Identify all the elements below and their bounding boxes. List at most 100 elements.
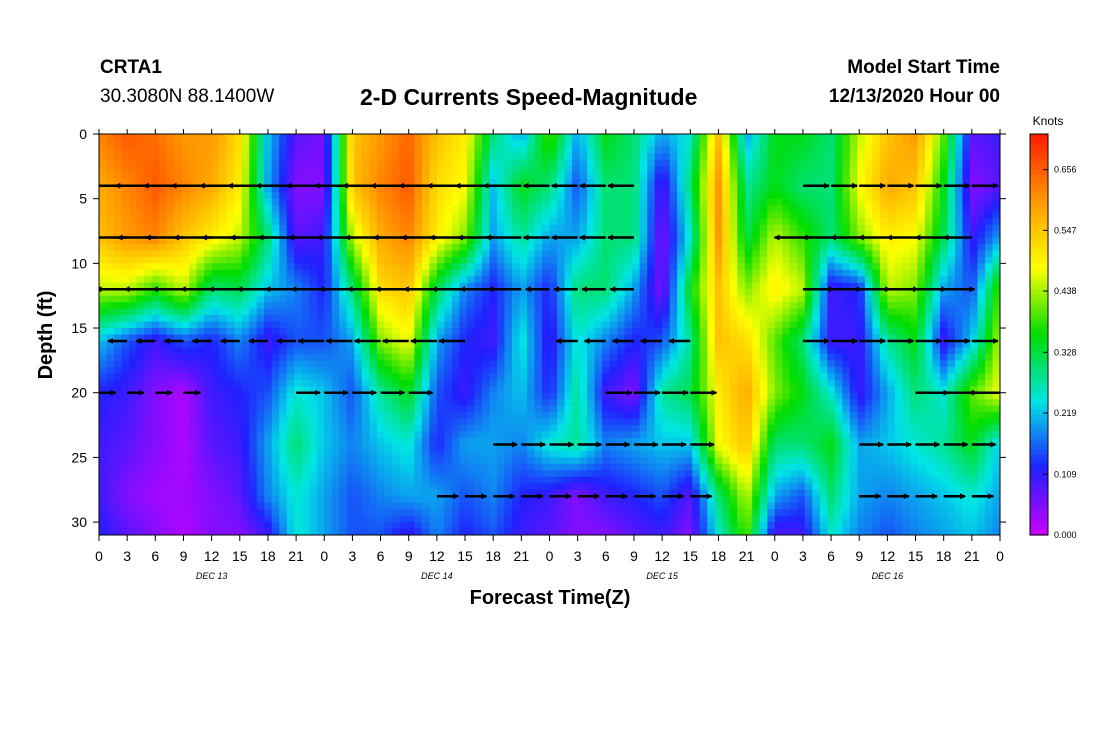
heatmap-cell <box>361 224 370 232</box>
heatmap-cell <box>316 153 325 161</box>
heatmap-cell <box>399 198 408 206</box>
heatmap-cell <box>932 146 941 155</box>
heatmap-cell <box>181 302 190 310</box>
heatmap-cell <box>414 334 423 342</box>
heatmap-cell <box>294 211 303 219</box>
heatmap-cell <box>602 256 611 264</box>
heatmap-cell <box>219 392 228 400</box>
heatmap-cell <box>977 153 986 161</box>
heatmap-cell <box>174 340 183 349</box>
heatmap-cell <box>369 366 378 374</box>
heatmap-cell <box>399 192 408 200</box>
heatmap-cell <box>354 392 363 400</box>
heatmap-cell <box>894 347 903 355</box>
heatmap-cell <box>106 353 115 361</box>
heatmap-cell <box>151 315 160 323</box>
heatmap-cell <box>849 276 858 284</box>
heatmap-cell <box>519 366 528 374</box>
heatmap-cell <box>249 379 258 387</box>
heatmap-cell <box>316 373 325 381</box>
heatmap-cell <box>909 295 919 303</box>
heatmap-cell <box>669 211 678 219</box>
heatmap-cell <box>662 231 671 239</box>
heatmap-cell <box>939 379 949 387</box>
heatmap-cell <box>722 134 731 142</box>
heatmap-cell <box>346 353 355 361</box>
heatmap-cell <box>857 166 866 174</box>
heatmap-cell <box>609 373 618 381</box>
heatmap-cell <box>654 289 663 297</box>
heatmap-cell <box>316 302 325 310</box>
heatmap-cell <box>662 353 671 361</box>
heatmap-cell <box>444 340 453 349</box>
heatmap-cell <box>166 243 175 252</box>
heatmap-cell <box>602 289 611 297</box>
heatmap-cell <box>879 211 888 219</box>
heatmap-cell <box>549 134 558 142</box>
heatmap-cell <box>114 282 123 290</box>
heatmap-cell <box>211 379 220 387</box>
heatmap-cell <box>541 146 551 155</box>
heatmap-cell <box>151 263 160 271</box>
heatmap-cell <box>677 353 686 361</box>
heatmap-cell <box>902 315 911 323</box>
heatmap-cell <box>496 302 506 310</box>
heatmap-cell <box>752 250 761 258</box>
heatmap-cell <box>992 366 1000 374</box>
heatmap-cell <box>669 321 678 329</box>
heatmap-cell <box>887 237 896 245</box>
heatmap-cell <box>774 289 783 297</box>
heatmap-cell <box>962 172 971 180</box>
heatmap-cell <box>226 392 235 400</box>
heatmap-cell <box>692 256 701 264</box>
heatmap-cell <box>984 360 994 368</box>
heatmap-cell <box>602 321 611 329</box>
heatmap-cell <box>114 392 123 400</box>
heatmap-cell <box>969 347 979 355</box>
heatmap-cell <box>129 373 138 381</box>
heatmap-cell <box>226 237 235 245</box>
heatmap-cell <box>211 166 220 174</box>
heatmap-cell <box>361 373 370 381</box>
heatmap-cell <box>729 289 738 297</box>
heatmap-cell <box>234 198 243 206</box>
heatmap-cell <box>129 224 138 232</box>
heatmap-cell <box>579 153 588 161</box>
heatmap-cell <box>496 321 506 329</box>
heatmap-cell <box>324 231 333 239</box>
heatmap-cell <box>189 399 198 407</box>
heatmap-cell <box>331 386 340 394</box>
heatmap-cell <box>782 205 791 213</box>
heatmap-cell <box>414 308 423 316</box>
heatmap-cell <box>842 353 851 361</box>
heatmap-cell <box>887 328 896 336</box>
heatmap-cell <box>504 392 513 400</box>
heatmap-cell <box>954 315 964 323</box>
heatmap-cell <box>354 231 363 239</box>
heatmap-cell <box>782 185 791 193</box>
heatmap-cell <box>159 172 168 180</box>
heatmap-cell <box>129 218 138 226</box>
heatmap-cell <box>909 373 919 381</box>
heatmap-cell <box>737 340 746 349</box>
heatmap-cell <box>947 315 956 323</box>
heatmap-cell <box>406 243 415 252</box>
heatmap-cell <box>714 192 723 200</box>
heatmap-cell <box>879 192 888 200</box>
heatmap-cell <box>977 250 986 258</box>
heatmap-cell <box>639 179 648 187</box>
heatmap-cell <box>429 295 438 303</box>
heatmap-cell <box>767 237 776 245</box>
heatmap-cell <box>391 289 400 297</box>
heatmap-cell <box>249 321 258 329</box>
heatmap-cell <box>834 243 843 252</box>
heatmap-cell <box>879 386 888 394</box>
heatmap-cell <box>819 211 828 219</box>
heatmap-cell <box>992 360 1000 368</box>
heatmap-cell <box>211 315 220 323</box>
heatmap-cell <box>129 140 138 148</box>
heatmap-cell <box>249 302 258 310</box>
heatmap-cell <box>421 347 430 355</box>
heatmap-cell <box>346 172 355 180</box>
heatmap-cell <box>804 347 813 355</box>
